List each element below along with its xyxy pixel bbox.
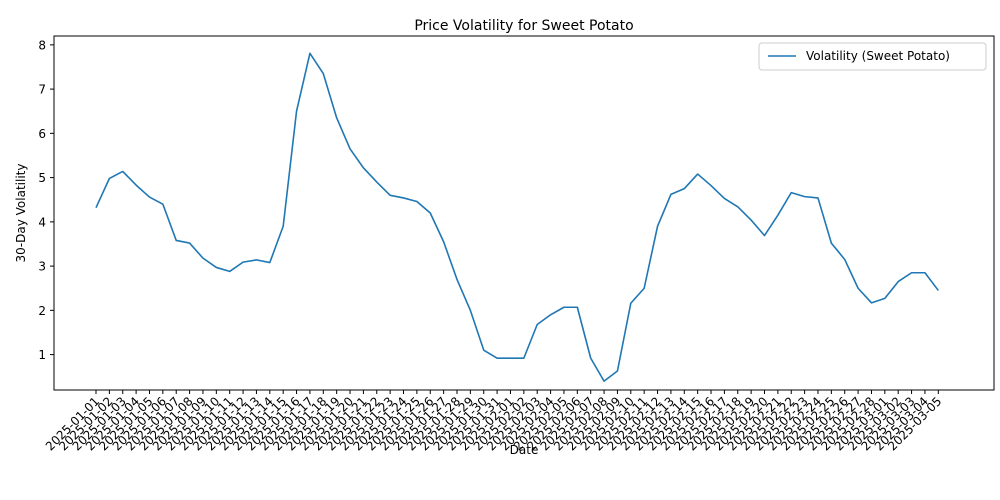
y-tick-label: 8 xyxy=(38,38,46,52)
y-axis-label: 30-Day Volatility xyxy=(14,164,28,263)
chart-title: Price Volatility for Sweet Potato xyxy=(414,18,633,34)
series-line-0 xyxy=(95,52,939,382)
legend-label: Volatility (Sweet Potato) xyxy=(806,49,950,63)
x-axis-label: Date xyxy=(510,443,539,457)
y-axis: 1 2 3 4 5 6 7 8 xyxy=(38,38,54,362)
legend-box xyxy=(758,42,987,71)
y-tick-label: 3 xyxy=(38,260,46,274)
y-tick-label: 4 xyxy=(38,215,46,229)
y-tick-label: 1 xyxy=(38,348,46,362)
x-axis: 2025-01-012025-01-022025-01-032025-01-04… xyxy=(43,390,944,453)
y-tick-label: 7 xyxy=(38,83,46,97)
plot-area xyxy=(95,52,939,382)
y-tick-label: 6 xyxy=(38,127,46,141)
y-tick-label: 5 xyxy=(38,171,46,185)
y-tick-label: 2 xyxy=(38,304,46,318)
legend: Volatility (Sweet Potato) xyxy=(758,42,987,71)
